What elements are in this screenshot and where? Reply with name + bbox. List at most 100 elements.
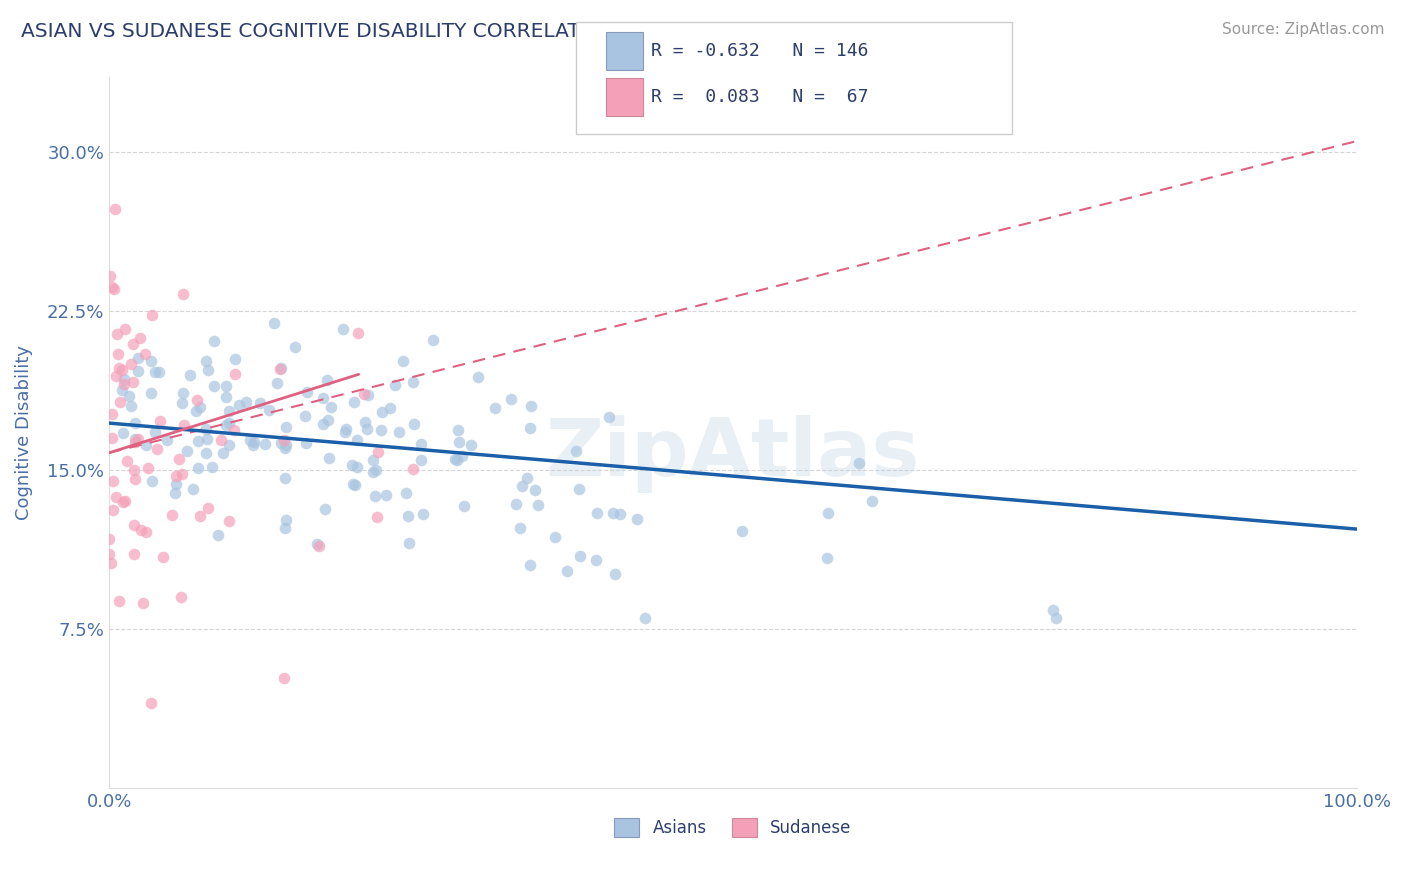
- Point: [194, 446, 217, 460]
- Point: [367, 444, 389, 458]
- Point: [555, 565, 578, 579]
- Point: [156, 433, 179, 447]
- Point: [136, 461, 159, 475]
- Point: [101, 407, 124, 421]
- Point: [172, 467, 194, 482]
- Point: [315, 374, 337, 388]
- Point: [141, 354, 163, 368]
- Point: [139, 386, 162, 401]
- Point: [1045, 611, 1067, 625]
- Point: [165, 469, 187, 483]
- Point: [295, 384, 318, 399]
- Point: [152, 550, 174, 565]
- Point: [186, 393, 208, 408]
- Point: [122, 463, 145, 477]
- Point: [366, 510, 388, 524]
- Point: [467, 370, 489, 384]
- Point: [143, 365, 166, 379]
- Point: [209, 434, 232, 448]
- Point: [388, 425, 411, 440]
- Point: [222, 423, 245, 437]
- Point: [319, 400, 342, 414]
- Point: [730, 524, 752, 538]
- Point: [254, 437, 277, 451]
- Point: [103, 282, 125, 296]
- Point: [112, 372, 135, 386]
- Point: [105, 490, 128, 504]
- Point: [512, 479, 534, 493]
- Point: [188, 400, 211, 414]
- Point: [107, 361, 129, 376]
- Text: R = -0.632   N = 146: R = -0.632 N = 146: [651, 42, 869, 60]
- Point: [295, 436, 318, 450]
- Point: [215, 379, 238, 393]
- Point: [312, 391, 335, 405]
- Point: [129, 524, 152, 538]
- Point: [122, 337, 145, 351]
- Point: [124, 416, 146, 430]
- Point: [519, 558, 541, 573]
- Point: [484, 401, 506, 415]
- Point: [409, 453, 432, 467]
- Point: [201, 460, 224, 475]
- Point: [501, 392, 523, 406]
- Point: [364, 462, 387, 476]
- Point: [392, 354, 415, 368]
- Point: [598, 409, 620, 424]
- Point: [544, 530, 567, 544]
- Point: [224, 352, 246, 367]
- Point: [187, 434, 209, 448]
- Point: [167, 452, 190, 467]
- Point: [276, 420, 298, 434]
- Point: [370, 423, 392, 437]
- Point: [120, 358, 142, 372]
- Point: [568, 482, 591, 496]
- Point: [815, 551, 838, 566]
- Point: [401, 462, 423, 476]
- Point: [449, 435, 471, 450]
- Point: [188, 508, 211, 523]
- Point: [519, 420, 541, 434]
- Point: [346, 433, 368, 447]
- Point: [107, 347, 129, 361]
- Point: [353, 387, 375, 401]
- Point: [243, 435, 266, 450]
- Point: [443, 451, 465, 466]
- Point: [848, 456, 870, 470]
- Point: [347, 326, 370, 340]
- Point: [117, 454, 139, 468]
- Point: [516, 471, 538, 485]
- Point: [569, 549, 592, 564]
- Point: [146, 442, 169, 457]
- Point: [172, 286, 194, 301]
- Point: [270, 360, 292, 375]
- Point: [124, 472, 146, 486]
- Point: [422, 333, 444, 347]
- Point: [460, 438, 482, 452]
- Point: [585, 553, 607, 567]
- Point: [124, 434, 146, 449]
- Point: [104, 369, 127, 384]
- Point: [165, 485, 187, 500]
- Point: [609, 507, 631, 521]
- Point: [202, 379, 225, 393]
- Point: [411, 437, 433, 451]
- Point: [356, 422, 378, 436]
- Point: [509, 521, 531, 535]
- Point: [505, 497, 527, 511]
- Point: [176, 443, 198, 458]
- Point: [412, 507, 434, 521]
- Point: [101, 503, 124, 517]
- Point: [370, 404, 392, 418]
- Point: [356, 388, 378, 402]
- Point: [101, 474, 124, 488]
- Point: [118, 389, 141, 403]
- Point: [318, 450, 340, 465]
- Point: [565, 444, 588, 458]
- Point: [602, 506, 624, 520]
- Point: [127, 432, 149, 446]
- Text: ASIAN VS SUDANESE COGNITIVE DISABILITY CORRELATION CHART: ASIAN VS SUDANESE COGNITIVE DISABILITY C…: [21, 22, 692, 41]
- Point: [114, 322, 136, 336]
- Point: [274, 438, 297, 452]
- Point: [634, 611, 657, 625]
